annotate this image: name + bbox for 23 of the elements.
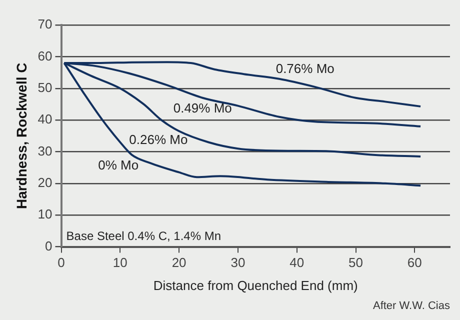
series-label: 0.76% Mo: [276, 60, 334, 76]
series-label: 0% Mo: [98, 157, 139, 172]
x-tick-label: 20: [172, 255, 186, 270]
y-axis-title: Hardness, Rockwell C: [13, 62, 30, 210]
y-tick-label: 70: [38, 16, 52, 32]
y-tick-label: 60: [38, 48, 52, 64]
y-tick-label: 20: [38, 175, 52, 190]
series-label: 0.49% Mo: [173, 100, 232, 116]
y-tick-label: 0: [45, 238, 52, 254]
x-tick-label: 60: [407, 255, 422, 270]
x-tick-label: 30: [230, 255, 246, 270]
y-tick-label: 50: [38, 80, 52, 95]
y-tick-label: 40: [38, 112, 52, 127]
x-tick-label: 0: [58, 255, 65, 270]
x-axis-title: Distance from Quenched End (mm): [153, 278, 358, 293]
y-tick-label: 10: [38, 206, 52, 222]
x-tick-label: 10: [112, 255, 128, 270]
series-label: 0.26% Mo: [129, 132, 188, 147]
x-tick-label: 40: [290, 255, 304, 270]
x-tick-label: 50: [348, 255, 363, 270]
annotation: Base Steel 0.4% C, 1.4% Mn: [66, 229, 222, 244]
y-tick-label: 30: [38, 143, 52, 158]
text: After W.W. Cias: [372, 300, 450, 312]
